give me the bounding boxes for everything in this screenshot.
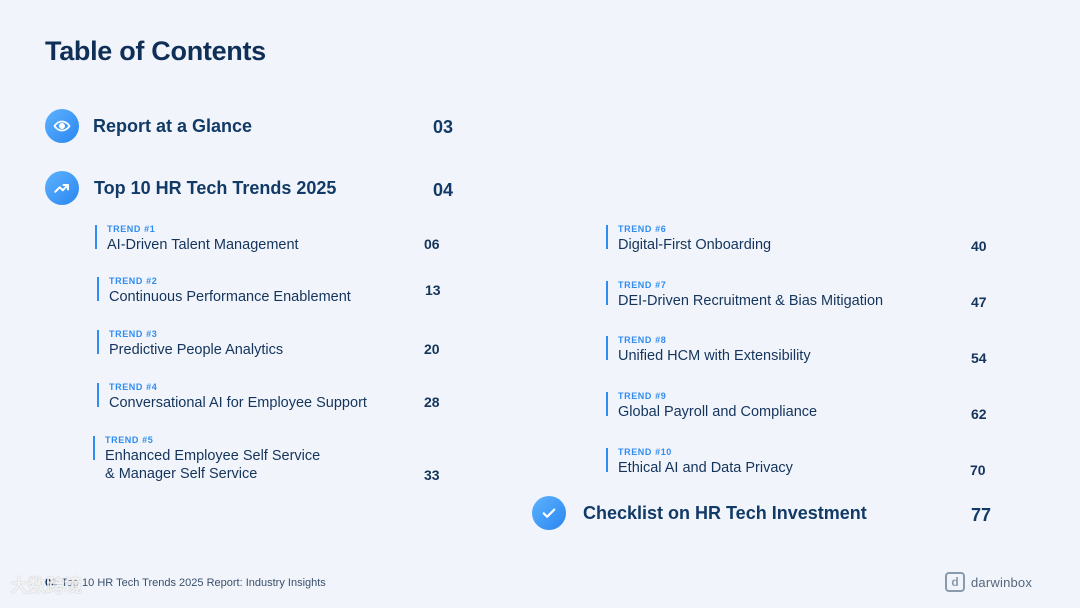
toc-section-label: Top 10 HR Tech Trends 2025 <box>94 177 337 198</box>
trend-name: Unified HCM with Extensibility <box>618 348 811 364</box>
trend-page: 70 <box>970 462 986 478</box>
trend-name: DEI-Driven Recruitment & Bias Mitigation <box>618 293 884 309</box>
toc-section-page: 03 <box>433 117 454 137</box>
trend-item-5[interactable]: TREND #5 Enhanced Employee Self Service … <box>93 435 320 483</box>
toc-section-glance[interactable]: Report at a Glance <box>45 109 252 143</box>
trend-name: Ethical AI and Data Privacy <box>618 460 793 476</box>
trend-accent-bar <box>95 225 97 249</box>
check-icon <box>532 496 566 530</box>
trend-name: Conversational AI for Employee Support <box>109 395 367 411</box>
trend-item-2[interactable]: TREND #2 Continuous Performance Enableme… <box>97 276 351 306</box>
trend-name: Global Payroll and Compliance <box>618 404 818 420</box>
toc-section-label: Report at a Glance <box>93 115 253 136</box>
page-title: Table of Contents <box>45 36 266 66</box>
trend-name: Predictive People Analytics <box>109 342 284 358</box>
trend-tag: TREND #7 <box>618 280 667 290</box>
trend-tag: TREND #4 <box>109 382 158 392</box>
trend-tag: TREND #3 <box>109 329 158 339</box>
trend-name: Continuous Performance Enablement <box>109 289 351 305</box>
footer-page-number: 02 <box>45 577 58 589</box>
trend-page: 47 <box>971 294 987 310</box>
logo-text: darwinbox <box>971 574 1033 590</box>
trend-up-icon <box>45 171 79 205</box>
trend-accent-bar <box>606 225 608 249</box>
trend-page: 20 <box>424 341 440 357</box>
trend-page: 28 <box>424 394 440 410</box>
trend-tag: TREND #1 <box>107 224 156 234</box>
trend-tag: TREND #2 <box>109 276 158 286</box>
trend-name-line-2: & Manager Self Service <box>105 466 258 482</box>
trend-accent-bar <box>93 436 95 460</box>
toc-section-checklist[interactable]: Checklist on HR Tech Investment <box>532 496 867 530</box>
toc-section-page: 77 <box>971 505 992 525</box>
trend-tag: TREND #5 <box>105 435 154 445</box>
trend-page: 13 <box>425 282 441 298</box>
trend-accent-bar <box>97 330 99 354</box>
trend-tag: TREND #6 <box>618 224 667 234</box>
trend-name: Digital-First Onboarding <box>618 237 772 253</box>
trend-item-4[interactable]: TREND #4 Conversational AI for Employee … <box>97 382 367 412</box>
toc-section-label: Checklist on HR Tech Investment <box>583 502 867 523</box>
watermark: 大数跨境 <box>10 576 82 596</box>
logo-mark-icon: d <box>945 572 965 592</box>
trend-item-8[interactable]: TREND #8 Unified HCM with Extensibility <box>606 335 811 365</box>
trend-accent-bar <box>97 277 99 301</box>
trend-page: 54 <box>971 350 987 366</box>
trend-item-3[interactable]: TREND #3 Predictive People Analytics <box>97 329 283 359</box>
trend-name: Enhanced Employee Self Service <box>105 448 321 464</box>
trend-page: 40 <box>971 238 987 254</box>
trend-accent-bar <box>606 336 608 360</box>
trend-page: 33 <box>424 467 440 483</box>
darwinbox-logo: d darwinbox <box>945 572 1032 592</box>
trend-item-6[interactable]: TREND #6 Digital-First Onboarding <box>606 224 771 254</box>
trend-page: 62 <box>971 406 987 422</box>
trend-accent-bar <box>606 448 608 472</box>
toc-section-page: 04 <box>433 180 454 200</box>
toc-section-trends[interactable]: Top 10 HR Tech Trends 2025 <box>45 171 336 205</box>
trend-accent-bar <box>97 383 99 407</box>
trend-item-9[interactable]: TREND #9 Global Payroll and Compliance <box>606 391 817 421</box>
trend-item-10[interactable]: TREND #10 Ethical AI and Data Privacy <box>606 447 793 477</box>
trend-item-7[interactable]: TREND #7 DEI-Driven Recruitment & Bias M… <box>606 280 883 310</box>
trend-item-1[interactable]: TREND #1 AI-Driven Talent Management <box>95 224 299 254</box>
trend-tag: TREND #9 <box>618 391 667 401</box>
trend-accent-bar <box>606 392 608 416</box>
eye-icon <box>45 109 79 143</box>
trend-tag: TREND #8 <box>618 335 667 345</box>
trend-accent-bar <box>606 281 608 305</box>
trend-page: 06 <box>424 236 440 252</box>
footer: 02 Top 10 HR Tech Trends 2025 Report: Ind… <box>45 577 326 589</box>
trend-name: AI-Driven Talent Management <box>107 237 299 253</box>
trend-tag: TREND #10 <box>618 447 672 457</box>
footer-text: Top 10 HR Tech Trends 2025 Report: Indus… <box>61 577 326 589</box>
